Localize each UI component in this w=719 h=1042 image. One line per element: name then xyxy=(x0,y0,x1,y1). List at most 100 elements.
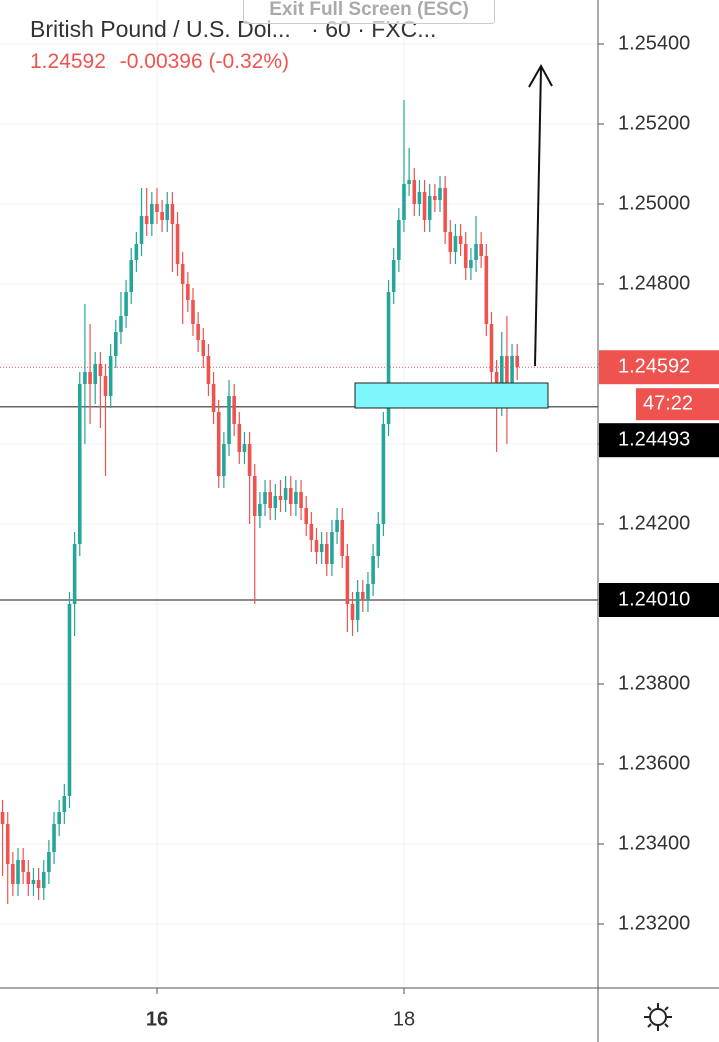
candle-body xyxy=(453,236,458,252)
candle-body xyxy=(324,544,329,564)
candle-body xyxy=(469,260,473,268)
candle-body xyxy=(165,204,170,220)
candle-body xyxy=(299,492,303,508)
candle-body xyxy=(216,412,221,476)
candle-body xyxy=(510,356,514,384)
candle-body xyxy=(515,356,520,368)
candle-body xyxy=(438,188,442,200)
y-tick-label: 1.23200 xyxy=(618,912,690,934)
marks-layer xyxy=(0,100,520,904)
candle-body xyxy=(252,476,257,516)
candle-body xyxy=(391,260,396,292)
candle-body xyxy=(484,256,489,324)
gear-teeth[interactable] xyxy=(644,1003,672,1031)
candle-body xyxy=(36,880,41,888)
candle-body xyxy=(88,372,92,384)
candle-body xyxy=(273,496,278,508)
hline-box xyxy=(599,423,719,458)
candle-body xyxy=(422,192,427,220)
y-tick-label: 1.23600 xyxy=(618,752,690,774)
candle-body xyxy=(211,384,216,412)
candle-body xyxy=(232,396,236,424)
candle-body xyxy=(170,204,175,224)
candle-body xyxy=(309,524,314,540)
change: -0.00396 (-0.32%) xyxy=(119,50,290,73)
candle-body xyxy=(150,204,154,224)
candle-body xyxy=(407,180,411,184)
hline-label: 1.24010 xyxy=(618,588,690,610)
y-tick-label: 1.23400 xyxy=(618,832,690,854)
candle-body xyxy=(180,264,185,284)
axis-layer: 1.23200 1.23400 1.23600 1.23800 1.24200 1.248… xyxy=(146,32,719,1030)
candle-body xyxy=(350,604,355,620)
settings-icon[interactable] xyxy=(644,1003,672,1031)
candle-body xyxy=(448,232,453,252)
candle-body xyxy=(72,544,77,604)
candle-body xyxy=(294,492,298,504)
arrow-head xyxy=(528,63,553,88)
last-price-label: 1.24592 xyxy=(618,355,690,377)
candle-body xyxy=(26,872,31,884)
candle-body xyxy=(330,532,334,564)
candle-body xyxy=(489,324,494,372)
last-price: 1.24592 xyxy=(30,50,106,73)
candle-body xyxy=(304,508,309,524)
candle-body xyxy=(402,184,406,220)
candle-body xyxy=(5,824,10,864)
candle-body xyxy=(52,824,56,852)
candle-body xyxy=(263,492,267,504)
candle-body xyxy=(443,188,447,232)
y-tick-label: 1.24200 xyxy=(618,512,690,534)
arrow xyxy=(534,67,542,367)
candle-body xyxy=(119,316,123,332)
candle-body xyxy=(11,864,15,884)
candle-body xyxy=(247,444,252,476)
candle-body xyxy=(340,520,345,556)
candle-body xyxy=(258,504,262,516)
candle-body xyxy=(278,496,283,500)
candle-body xyxy=(144,216,149,224)
hline-label: 1.24493 xyxy=(618,428,690,450)
candle-body xyxy=(463,244,468,268)
candle-body xyxy=(103,376,108,396)
candle-body xyxy=(201,340,206,356)
candle-body xyxy=(155,204,159,212)
candle-body xyxy=(505,356,509,384)
candle-body xyxy=(227,396,231,444)
candle-body xyxy=(371,556,375,584)
candle-body xyxy=(427,196,432,220)
gear[interactable] xyxy=(649,1008,667,1026)
x-tick-label: 16 xyxy=(146,1008,168,1030)
y-tick-label: 1.25000 xyxy=(618,192,690,214)
candle-body xyxy=(16,860,20,884)
candle-body xyxy=(479,244,483,256)
candle-body xyxy=(21,860,25,872)
candle-body xyxy=(376,524,381,556)
candle-body xyxy=(186,284,190,300)
candle-body xyxy=(139,216,144,244)
candle-body xyxy=(108,356,113,396)
candle-body xyxy=(361,592,365,600)
candle-body xyxy=(129,260,134,292)
candle-body xyxy=(196,324,200,340)
exit-fullscreen[interactable]: Exit Full Screen (ESC) xyxy=(243,0,495,24)
y-tick-label: 1.25200 xyxy=(618,112,690,134)
last-price-box xyxy=(599,350,719,385)
candle-body xyxy=(175,224,180,264)
countdown-label: 47:22 xyxy=(643,392,693,414)
candle-body xyxy=(62,796,67,812)
candle-body xyxy=(386,292,391,424)
candle-body xyxy=(499,356,504,404)
candle-body xyxy=(57,812,61,824)
candle-body xyxy=(397,220,401,260)
candle-body xyxy=(314,540,319,552)
background-layer xyxy=(0,0,598,988)
y-tick-label: 1.23800 xyxy=(618,672,690,694)
candle-body xyxy=(268,492,272,508)
candle-body xyxy=(206,356,211,384)
candle-body xyxy=(366,584,370,600)
candle-body xyxy=(283,488,288,500)
candle-body xyxy=(47,852,51,872)
